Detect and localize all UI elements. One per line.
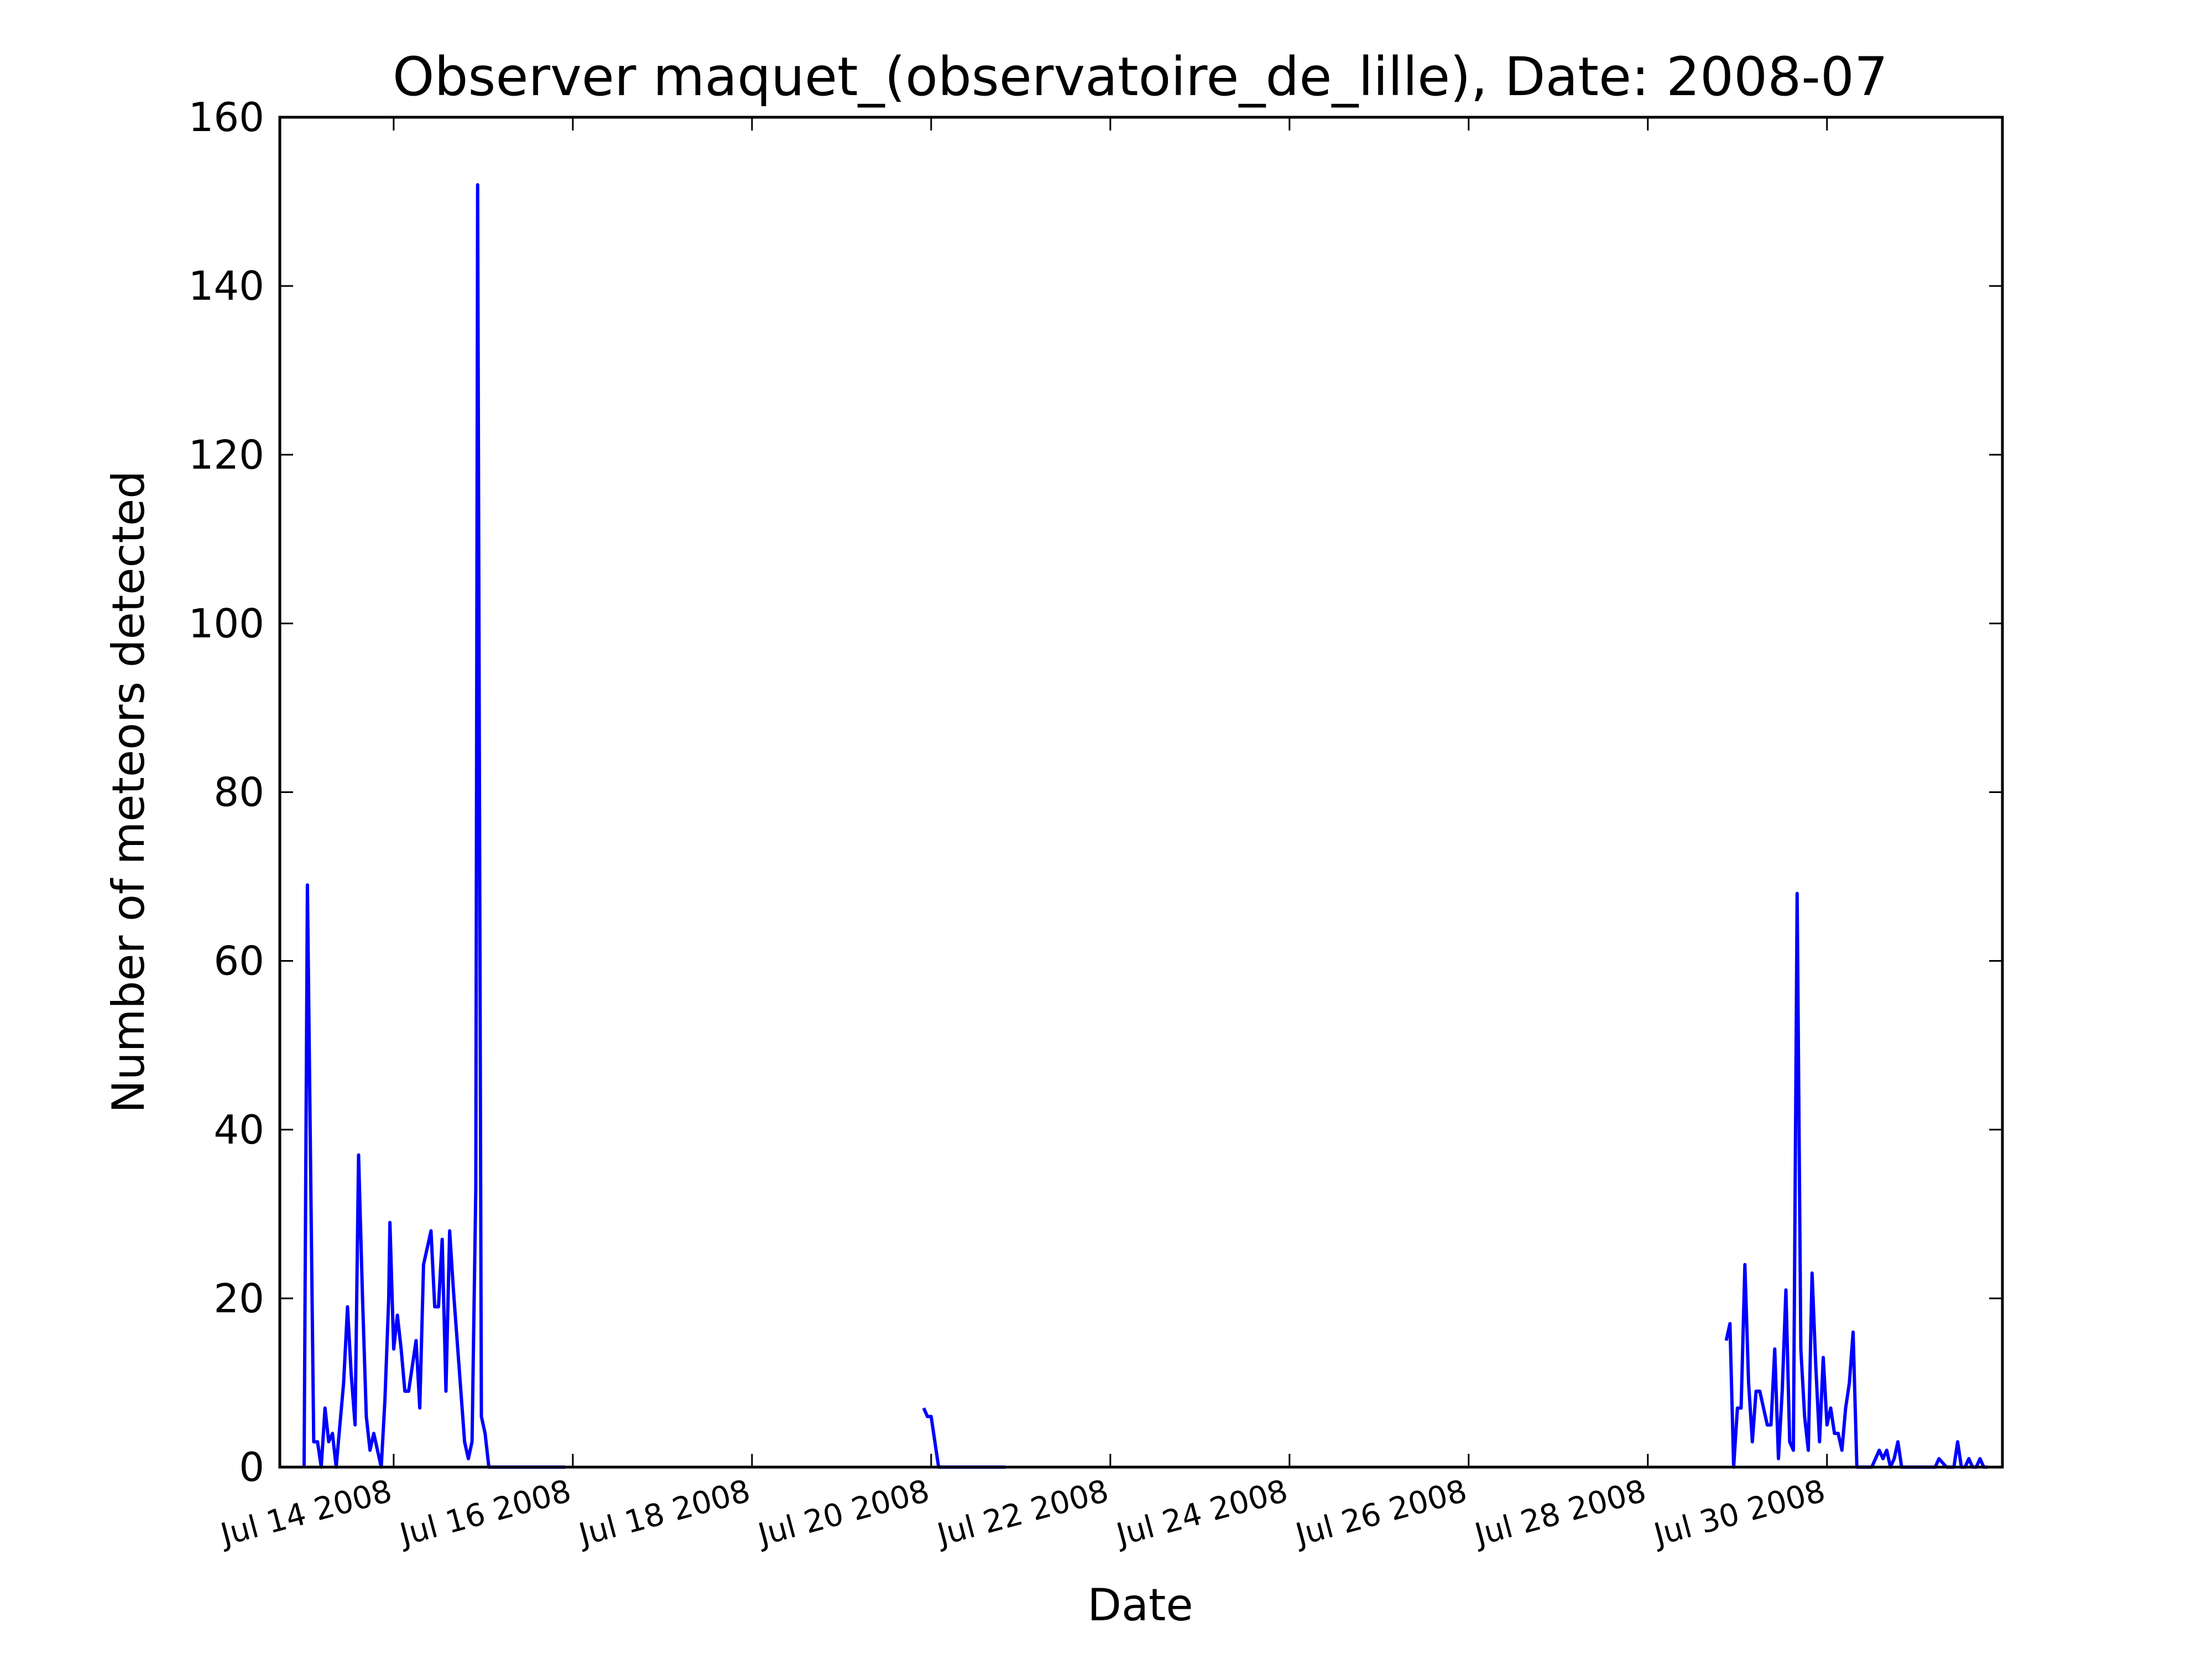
y-tick-label: 0 xyxy=(239,1444,264,1490)
y-tick-label: 140 xyxy=(189,263,264,309)
y-axis-label: Number of meteors detected xyxy=(103,471,154,1113)
y-tick-label: 40 xyxy=(213,1107,264,1153)
y-tick-label: 60 xyxy=(213,938,264,984)
chart-title: Observer maquet_(observatoire_de_lille),… xyxy=(393,46,1888,108)
y-tick-label: 160 xyxy=(189,94,264,140)
y-tick-label: 120 xyxy=(189,431,264,478)
y-axis-ticks: 0 20 40 60 80 100 120 140 160 xyxy=(189,94,2002,1490)
y-tick-label: 80 xyxy=(213,769,264,816)
y-tick-label: 100 xyxy=(189,600,264,646)
series-line-1 xyxy=(302,183,566,1469)
x-axis-label: Date xyxy=(1087,1579,1193,1631)
y-tick-label: 20 xyxy=(213,1275,264,1322)
plot-area-frame xyxy=(278,116,2004,1469)
